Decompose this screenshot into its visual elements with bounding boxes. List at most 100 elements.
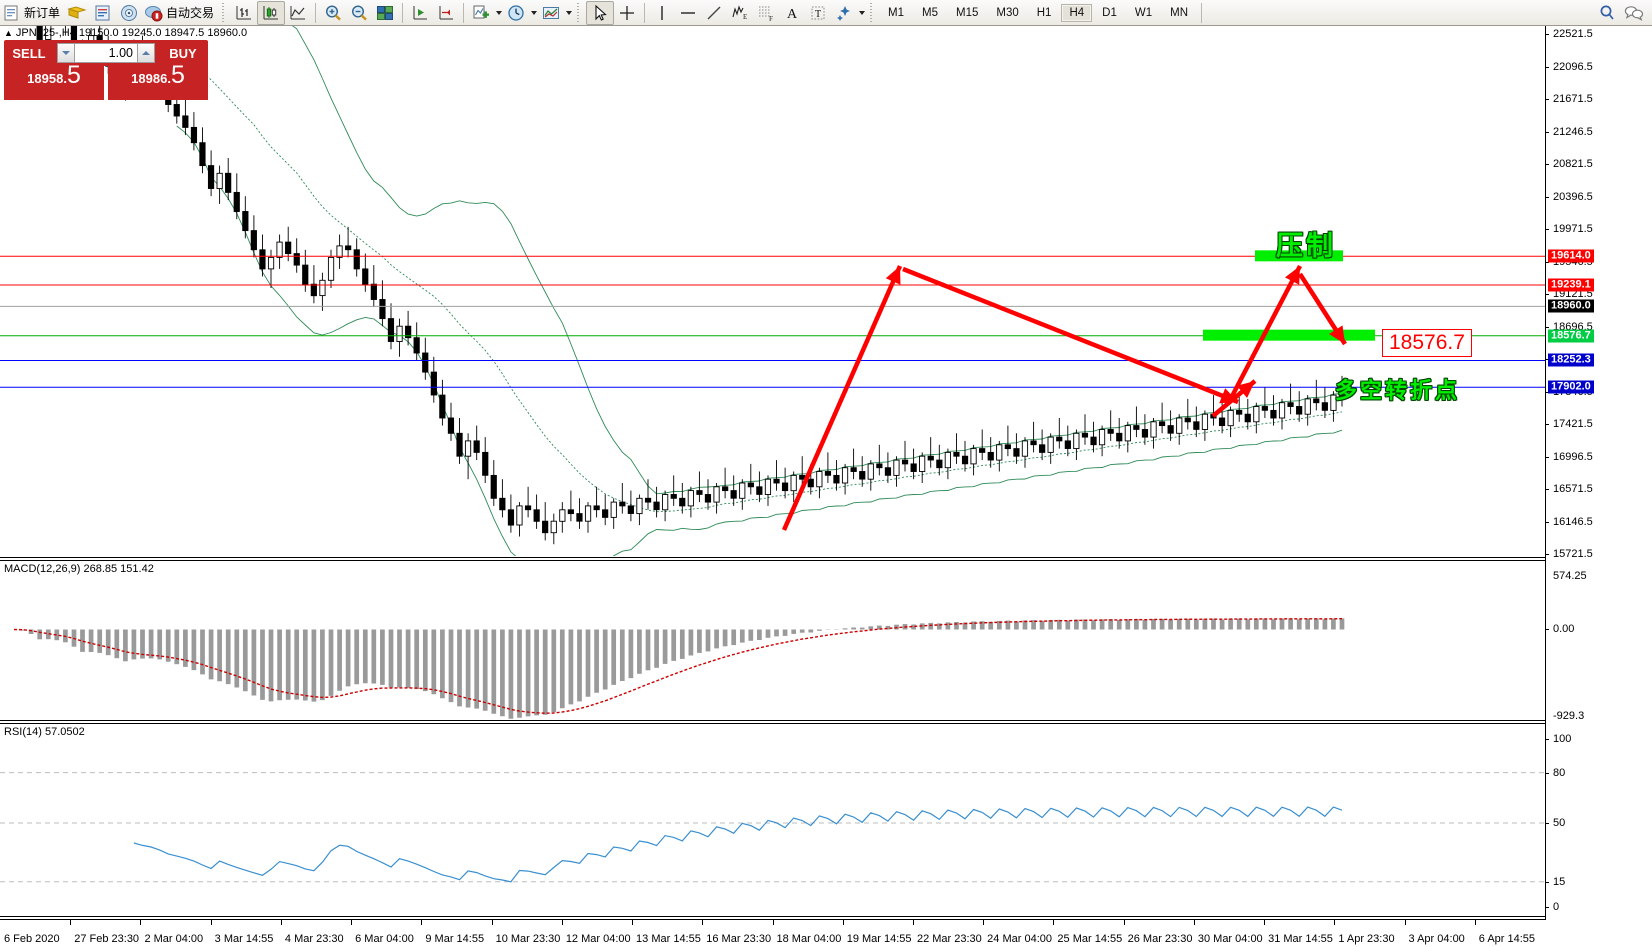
zoom-in-button[interactable] <box>320 1 346 25</box>
timeframe-m1[interactable]: M1 <box>888 6 905 19</box>
zoom-in-icon <box>323 3 343 23</box>
price-tick-3: 21246.5 <box>1553 125 1593 138</box>
price-tick-14-tick <box>1545 489 1549 490</box>
cursor-tool-button[interactable] <box>586 0 615 25</box>
rsi-chart-canvas[interactable] <box>0 725 1545 915</box>
time-label-2: 2 Mar 04:00 <box>144 933 204 945</box>
chart-shift-icon <box>436 3 456 23</box>
text-tool-button[interactable]: A <box>779 1 805 25</box>
price-level-label-5[interactable]: 17902.0 <box>1548 380 1594 394</box>
autotrading-button[interactable]: 自动交易 <box>142 1 218 25</box>
sell-button[interactable]: SELL <box>4 40 54 66</box>
price-level-label-2[interactable]: 18960.0 <box>1548 299 1594 313</box>
templates-button[interactable] <box>538 1 564 25</box>
price-level-label-1[interactable]: 19239.1 <box>1548 278 1594 292</box>
toolbar-grip-2[interactable] <box>577 2 583 23</box>
toolbar-grip-3[interactable] <box>870 2 876 23</box>
timeframe-h1[interactable]: H1 <box>1036 6 1052 19</box>
candlestick-chart-button[interactable] <box>257 0 286 25</box>
timeframe-m5[interactable]: M5 <box>922 6 938 19</box>
fibonacci-tool-button[interactable]: F <box>753 1 779 25</box>
svg-text:T: T <box>815 9 821 20</box>
symbol-info-line: ▲ JPN225-,H4 19150.0 19245.0 18947.5 1896… <box>4 27 247 39</box>
sell-price-fraction: 5 <box>66 61 81 89</box>
sell-price-display[interactable]: 18958. 5 <box>4 61 104 100</box>
trendline-tool-button[interactable] <box>701 1 727 25</box>
search-button[interactable] <box>1594 1 1620 25</box>
line-chart-button[interactable] <box>285 1 311 25</box>
autotrading-icon <box>144 3 164 23</box>
shapes-tool-button[interactable] <box>831 1 857 25</box>
periods-button[interactable] <box>503 1 529 25</box>
chart-area[interactable]: ▲ JPN225-,H4 19150.0 19245.0 18947.5 1896… <box>0 26 1652 947</box>
navigator-icon <box>119 3 139 23</box>
tile-windows-button[interactable] <box>372 1 398 25</box>
chart-shift-button[interactable] <box>433 1 459 25</box>
collapse-triangle-icon[interactable]: ▲ <box>4 28 13 38</box>
rsi-title: RSI(14) 57.0502 <box>4 726 85 738</box>
volume-input[interactable]: 1.00 <box>75 43 137 63</box>
crosshair-tool-button[interactable] <box>614 1 640 25</box>
horizontal-line-icon <box>678 3 698 23</box>
time-label-11: 18 Mar 04:00 <box>776 933 842 945</box>
price-level-label-0[interactable]: 19614.0 <box>1548 249 1594 263</box>
toolbar-separator-4 <box>644 2 646 23</box>
buy-price-display[interactable]: 18986. 5 <box>108 63 208 100</box>
bar-chart-button[interactable] <box>231 1 257 25</box>
indicators-button[interactable] <box>468 1 494 25</box>
timeframe-h4[interactable]: H4 <box>1061 3 1093 22</box>
buy-button[interactable]: BUY <box>158 40 208 66</box>
timeframe-w1[interactable]: W1 <box>1134 6 1153 19</box>
timeframe-mn[interactable]: MN <box>1170 6 1188 19</box>
price-tick-1-tick <box>1545 66 1549 68</box>
timeframe-m30[interactable]: M30 <box>996 6 1019 19</box>
macd-tick-1: 0.00 <box>1553 623 1575 636</box>
price-tick-4-tick <box>1545 164 1549 165</box>
price-tick-9-tick <box>1545 326 1549 328</box>
volume-increase-button[interactable] <box>137 43 155 63</box>
volume-control[interactable]: 1.00 <box>54 40 158 66</box>
time-tick-1 <box>70 920 72 925</box>
price-tick-5: 20396.5 <box>1553 190 1593 203</box>
price-tick-13-tick <box>1545 456 1549 458</box>
panel-separator-1b <box>0 560 1545 561</box>
horizontal-line-tool-button[interactable] <box>675 1 701 25</box>
elliott-wave-tool-button[interactable]: E <box>727 1 753 25</box>
time-label-8: 12 Mar 04:00 <box>565 933 631 945</box>
time-tick-3 <box>210 920 212 925</box>
macd-tick-0: 574.25 <box>1553 570 1587 582</box>
profiles-button[interactable] <box>64 1 90 25</box>
vertical-line-tool-button[interactable] <box>649 1 675 25</box>
indicators-dropdown-arrow[interactable] <box>494 3 503 23</box>
shapes-dropdown-arrow[interactable] <box>857 3 866 23</box>
price-tick-8-tick <box>1545 294 1549 295</box>
periods-dropdown-arrow[interactable] <box>529 3 538 23</box>
timeframe-m15[interactable]: M15 <box>956 6 979 19</box>
toolbar-grip-1[interactable] <box>222 2 228 23</box>
symbol-info-text: JPN225-,H4 19150.0 19245.0 18947.5 18960… <box>15 27 248 39</box>
text-label-tool-button[interactable]: T <box>805 1 831 25</box>
templates-dropdown-arrow[interactable] <box>564 3 573 23</box>
timeframe-d1[interactable]: D1 <box>1102 6 1117 19</box>
price-tick-6: 19971.5 <box>1553 223 1593 235</box>
line-chart-icon <box>288 3 308 23</box>
price-chart-canvas[interactable] <box>0 26 1545 556</box>
time-tick-16 <box>1123 920 1125 925</box>
text-label-icon: T <box>808 3 828 23</box>
price-tick-16-tick <box>1545 554 1549 555</box>
chat-button[interactable] <box>1620 1 1646 25</box>
indicators-icon <box>471 3 491 23</box>
auto-scroll-button[interactable] <box>407 1 433 25</box>
zoom-out-button[interactable] <box>346 1 372 25</box>
market-watch-button[interactable] <box>90 1 116 25</box>
macd-chart-canvas[interactable] <box>0 562 1545 720</box>
price-level-label-4[interactable]: 18252.3 <box>1548 353 1594 367</box>
time-label-4: 4 Mar 23:30 <box>284 933 344 945</box>
new-order-button[interactable]: 新订单 <box>0 1 64 25</box>
price-level-label-3[interactable]: 18576.7 <box>1548 329 1594 343</box>
volume-decrease-button[interactable] <box>57 43 75 63</box>
one-click-trading-panel[interactable]: SELL 1.00 BUY 18958. 5 18986. 5 <box>4 40 208 118</box>
rsi-tick-mark-4 <box>1545 907 1549 908</box>
macd-tick-2: -929.3 <box>1553 710 1585 722</box>
navigator-button[interactable] <box>116 1 142 25</box>
